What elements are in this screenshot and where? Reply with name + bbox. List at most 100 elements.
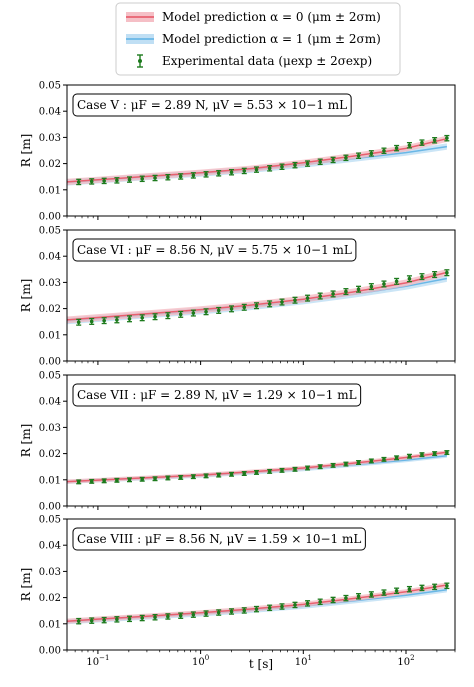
exp-point	[305, 466, 310, 470]
alpha0-band	[67, 582, 447, 624]
exp-point	[445, 584, 449, 588]
exp-point	[382, 282, 386, 286]
exp-point	[216, 308, 221, 313]
chart-panel: 0.00 0.01 0.02 0.03 0.04 0.05 R [m] Case V : μF…	[19, 81, 456, 223]
exp-point	[89, 319, 94, 324]
y-tick-label: 0.04	[39, 252, 61, 263]
exp-point	[394, 146, 399, 150]
exp-point	[267, 606, 272, 610]
exp-point	[280, 300, 284, 304]
exp-point	[369, 151, 374, 156]
axes-frame	[66, 84, 456, 217]
exp-point	[267, 166, 272, 171]
exp-point	[394, 588, 399, 593]
exp-point	[115, 617, 119, 622]
exp-point	[305, 296, 310, 300]
exp-point	[76, 480, 81, 484]
exp-point	[127, 617, 132, 621]
exp-point	[407, 276, 412, 281]
exp-point	[153, 314, 157, 319]
axes-frame	[66, 374, 456, 507]
exp-point	[102, 318, 106, 323]
exp-point	[293, 298, 297, 303]
exp-point	[242, 608, 247, 613]
y-tick-label: 0.03	[39, 278, 61, 289]
exp-point	[331, 158, 335, 162]
y-tick-label: 0.02	[39, 449, 61, 460]
exp-point	[140, 616, 145, 620]
y-tick-label: 0.03	[39, 133, 61, 144]
y-tick-label: 0.04	[39, 397, 61, 408]
exp-point	[89, 479, 94, 484]
exp-point	[331, 463, 335, 468]
chart-panel: 0.00 0.01 0.02 0.03 0.04 0.05 R [m] Case VI : μ…	[19, 226, 456, 368]
y-axis-label: R [m]	[19, 279, 33, 313]
exp-point	[369, 459, 374, 463]
exp-point	[140, 315, 145, 320]
exp-point	[153, 176, 157, 180]
axes-frame	[66, 229, 456, 362]
y-axis-label: R [m]	[19, 134, 33, 168]
exp-point	[178, 174, 183, 179]
exp-point	[191, 173, 196, 178]
alpha0-line	[66, 137, 448, 183]
exp-point	[140, 477, 145, 482]
exp-point	[445, 270, 449, 275]
exp-point	[166, 476, 170, 480]
exp-point	[318, 294, 322, 298]
axes-frame	[66, 518, 456, 651]
case-annotation-box	[72, 93, 352, 117]
exp-point	[166, 313, 170, 318]
exp-point	[293, 467, 297, 472]
exp-point	[89, 179, 94, 184]
exp-point	[432, 138, 437, 143]
legend-label: Experimental data (μexp ± 2σexp)	[162, 54, 372, 68]
y-tick-label: 0.04	[39, 107, 61, 118]
exp-point	[254, 167, 259, 172]
exp-point	[216, 610, 221, 615]
exp-point	[318, 464, 322, 469]
exp-point	[140, 176, 145, 181]
exp-point	[127, 317, 132, 321]
exp-point	[305, 161, 310, 166]
exp-point	[102, 479, 106, 483]
exp-point	[229, 472, 234, 477]
case-annotation: Case V : μF = 2.89 N, μV = 5.53 × 10−1 m…	[77, 98, 347, 112]
exp-point	[331, 292, 335, 296]
exp-point	[420, 586, 424, 590]
exp-point	[445, 136, 449, 140]
y-tick-label: 0.02	[39, 593, 61, 604]
exp-point	[432, 585, 437, 589]
exp-point	[216, 171, 221, 176]
exp-point	[382, 148, 386, 153]
y-axis-label: R [m]	[19, 568, 33, 602]
case-annotation: Case VI : μF = 8.56 N, μV = 5.75 × 10−1 …	[77, 243, 352, 257]
exp-point	[89, 618, 94, 623]
y-tick-label: 0.02	[39, 159, 61, 170]
exp-point	[178, 613, 183, 618]
y-tick-label: 0.01	[39, 475, 61, 486]
exp-point	[356, 287, 361, 292]
exp-point	[191, 311, 196, 315]
case-annotation-box	[72, 383, 362, 407]
alpha0-band	[67, 135, 447, 186]
exp-point	[305, 601, 310, 606]
exp-point	[229, 170, 234, 175]
exp-point	[242, 305, 247, 310]
exp-point	[445, 450, 449, 455]
exp-point	[102, 618, 106, 622]
chart-panel: 0.00 0.01 0.02 0.03 0.04 0.05 R [m] Case VII : …	[19, 371, 456, 513]
exp-point	[153, 615, 157, 620]
alpha0-band	[67, 450, 447, 484]
exp-point	[216, 473, 221, 477]
y-tick-label: 0.00	[39, 212, 61, 223]
exp-point	[178, 475, 183, 480]
exp-point	[254, 607, 259, 611]
legend-marker	[138, 59, 142, 63]
exp-point	[191, 612, 196, 617]
exp-point	[280, 164, 284, 169]
exp-point	[432, 451, 437, 456]
exp-point	[318, 159, 322, 164]
x-tick-label: 100	[192, 654, 209, 668]
panels: 0.00 0.01 0.02 0.03 0.04 0.05 R [m] Case V : μF…	[19, 81, 456, 668]
